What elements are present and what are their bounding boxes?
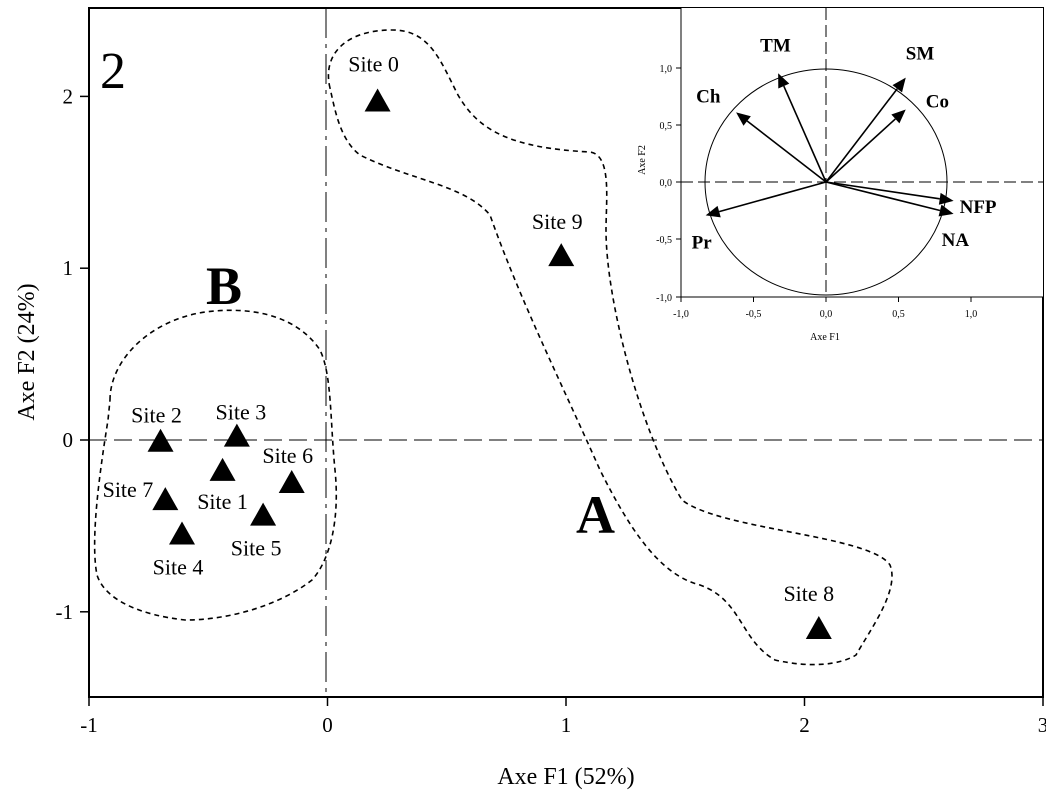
point-marker-site-1	[209, 457, 236, 481]
vector-arrowhead-ch	[736, 112, 751, 126]
vector-line-ch	[746, 120, 827, 183]
point-label-site-9: Site 9	[532, 209, 583, 234]
vector-label-sm: SM	[906, 44, 935, 65]
inset-x-tick-label: -1,0	[673, 309, 689, 320]
point-marker-site-8	[805, 615, 832, 639]
point-marker-site-5	[250, 502, 277, 526]
vector-arrowhead-na	[938, 204, 954, 217]
vector-label-ch: Ch	[696, 86, 721, 107]
inset-x-tick-label: 0,5	[892, 309, 905, 320]
vector-label-co: Co	[926, 92, 949, 113]
vector-line-na	[825, 181, 941, 212]
group-b-outline	[93, 309, 338, 621]
x-tick-label: 3	[1038, 713, 1046, 737]
main-axis-ticks: -1 0 1 2 3 -1 0 1 2	[56, 84, 1046, 737]
inset-y-axis-title: Axe F2	[637, 145, 648, 175]
point-label-site-0: Site 0	[348, 52, 399, 77]
vector-arrowhead-tm	[778, 73, 790, 89]
inset-y-tick-label: 1,0	[660, 64, 673, 75]
y-axis-title: Axe F2 (24%)	[14, 283, 40, 420]
y-tick-label: 1	[63, 256, 74, 280]
vector-label-tm: TM	[760, 35, 791, 56]
inset-y-tick-label: 0,5	[660, 121, 673, 132]
point-label-site-2: Site 2	[131, 403, 182, 428]
inset-y-tick-label: 0,0	[660, 178, 673, 189]
group-a-label: A	[576, 485, 615, 545]
inset-y-tick-label: -1,0	[656, 293, 672, 304]
inset-x-tick-label: 0,0	[820, 309, 833, 320]
vector-arrowhead-nfp	[938, 192, 954, 205]
point-label-site-8: Site 8	[783, 581, 834, 606]
x-tick-label: 1	[561, 713, 572, 737]
point-label-site-3: Site 3	[216, 400, 267, 425]
point-marker-site-2	[147, 428, 174, 452]
vector-line-pr	[718, 181, 827, 213]
point-marker-site-3	[223, 423, 250, 447]
y-tick-label: 0	[63, 428, 74, 452]
point-label-site-6: Site 6	[262, 443, 313, 468]
main-data-points: Site 0 Site 1 Site 2 Site 3 Site 4 Site 5 Site…	[103, 52, 834, 639]
inset-x-axis-title: Axe F1	[810, 332, 840, 343]
inset-x-tick-label: -0,5	[746, 309, 762, 320]
x-axis-title: Axe F1 (52%)	[497, 764, 634, 790]
y-tick-label: -1	[56, 600, 74, 624]
point-marker-site-9	[548, 243, 575, 267]
vector-arrowhead-sm	[892, 77, 906, 93]
inset-correlation-circle: 1,0 0,5 0,0 -0,5 -1,0-1,0 -0,5 0,0 0,5 1,0 TM SM Ch…	[637, 8, 1043, 343]
point-marker-site-7	[152, 487, 179, 511]
vector-label-pr: Pr	[692, 232, 713, 253]
vector-label-nfp: NFP	[960, 197, 997, 218]
y-tick-label: 2	[63, 84, 74, 108]
vector-line-sm	[825, 88, 898, 183]
x-tick-label: 0	[322, 713, 333, 737]
panel-number: 2	[100, 43, 126, 100]
x-tick-label: -1	[80, 713, 98, 737]
inset-x-tick-label: 1,0	[965, 309, 978, 320]
vector-line-nfp	[825, 181, 940, 200]
vector-label-na: NA	[942, 230, 970, 251]
point-label-site-4: Site 4	[153, 554, 204, 579]
vector-line-tm	[783, 85, 827, 183]
vector-arrowhead-co	[891, 109, 906, 124]
point-marker-site-4	[169, 521, 196, 545]
group-a-outline	[327, 29, 893, 666]
point-marker-site-6	[278, 469, 305, 493]
point-marker-site-0	[364, 88, 391, 112]
point-label-site-5: Site 5	[231, 536, 282, 561]
point-label-site-7: Site 7	[103, 477, 154, 502]
point-label-site-1: Site 1	[197, 489, 248, 514]
vector-arrowhead-pr	[705, 205, 721, 218]
inset-y-tick-label: -0,5	[656, 235, 672, 246]
inset-background	[681, 8, 1043, 297]
group-b-label: B	[206, 256, 242, 316]
inset-content: 1,0 0,5 0,0 -0,5 -1,0-1,0 -0,5 0,0 0,5 1,0 TM SM Ch…	[656, 8, 1043, 320]
vector-line-co	[825, 118, 896, 183]
x-tick-label: 2	[799, 713, 810, 737]
